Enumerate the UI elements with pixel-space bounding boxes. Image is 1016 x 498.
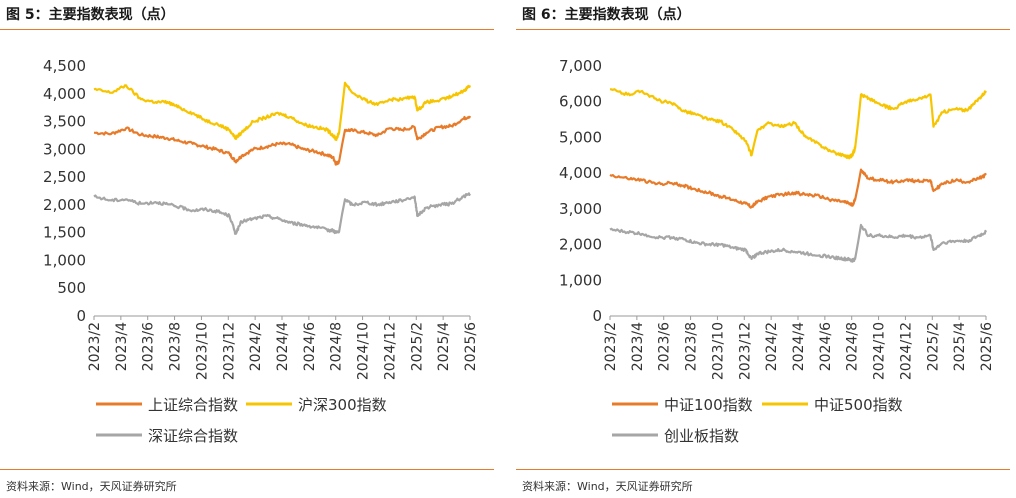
x-tick-label: 2024/10 xyxy=(356,322,372,380)
y-tick-label: 500 xyxy=(57,279,86,297)
x-tick-label: 2023/2 xyxy=(87,322,103,371)
y-tick-label: 1,000 xyxy=(43,251,86,269)
x-tick-label: 2023/6 xyxy=(657,322,673,371)
x-tick-label: 2025/2 xyxy=(409,322,425,371)
x-tick-label: 2025/4 xyxy=(952,322,968,371)
line-chart-svg: 0 1,000 2,000 3,000 4,000 5,000 6,000 7,000 2023… xyxy=(559,57,995,445)
line-chart-svg: 0 500 1,000 1,500 2,000 2,500 3,000 3,500 4,000 4… xyxy=(43,57,479,445)
x-tick-label: 2023/12 xyxy=(221,322,237,380)
x-tick-label: 2024/12 xyxy=(898,322,914,380)
y-tick-label: 3,000 xyxy=(559,200,602,218)
x-tick-label: 2024/4 xyxy=(275,322,291,371)
y-tick-label: 7,000 xyxy=(559,57,602,75)
series-line-1 xyxy=(609,88,987,160)
x-tick-label: 2024/12 xyxy=(382,322,398,380)
legend-label: 沪深300指数 xyxy=(298,396,387,414)
x-tick-label: 2024/10 xyxy=(872,322,888,380)
x-tick-label: 2024/8 xyxy=(845,322,861,371)
y-tick-label: 2,500 xyxy=(43,168,86,186)
y-tick-label: 2,000 xyxy=(559,236,602,254)
x-tick-label: 2023/4 xyxy=(630,322,646,371)
legend-label: 深证综合指数 xyxy=(148,427,238,445)
series-line-0 xyxy=(609,168,987,209)
y-tick-label: 2,000 xyxy=(43,196,86,214)
x-tick-label: 2024/4 xyxy=(791,322,807,371)
x-tick-label: 2023/6 xyxy=(141,322,157,371)
x-tick-label: 2023/2 xyxy=(603,322,619,371)
x-tick-label: 2025/6 xyxy=(979,322,995,371)
y-tick-label: 3,500 xyxy=(43,113,86,131)
chart-panel-left: 图 5：主要指数表现（点） 0 500 1,000 1,500 2,000 2,500 3,… xyxy=(0,0,500,498)
x-tick-label: 2023/4 xyxy=(114,322,130,371)
y-tick-label: 0 xyxy=(76,307,86,325)
legend-label: 中证500指数 xyxy=(814,396,903,414)
y-tick-label: 6,000 xyxy=(559,93,602,111)
source-note: 资料来源：Wind，天风证券研究所 xyxy=(522,480,693,493)
x-tick-label: 2023/10 xyxy=(710,322,726,380)
y-tick-label: 4,000 xyxy=(43,85,86,103)
series-line-2 xyxy=(93,192,471,235)
legend-label: 创业板指数 xyxy=(664,427,739,445)
source-note: 资料来源：Wind，天风证券研究所 xyxy=(6,480,177,493)
y-tick-label: 1,000 xyxy=(559,271,602,289)
series-line-0 xyxy=(93,115,472,166)
x-tick-label: 2024/8 xyxy=(329,322,345,371)
x-tick-label: 2023/8 xyxy=(684,322,700,371)
y-tick-label: 3,000 xyxy=(43,140,86,158)
x-tick-label: 2024/6 xyxy=(818,322,834,371)
chart-title: 图 6：主要指数表现（点） xyxy=(522,7,691,23)
legend-label: 中证100指数 xyxy=(664,396,753,414)
series-line-2 xyxy=(609,223,987,263)
chart-title: 图 5：主要指数表现（点） xyxy=(6,7,175,23)
series-line-1 xyxy=(93,81,472,141)
x-tick-label: 2024/2 xyxy=(764,322,780,371)
chart-panel-right: 图 6：主要指数表现（点） 0 1,000 2,000 3,000 4,000 5,000… xyxy=(516,0,1016,498)
source-rule xyxy=(0,469,494,470)
x-tick-label: 2023/12 xyxy=(737,322,753,380)
y-tick-label: 4,000 xyxy=(559,164,602,182)
x-tick-label: 2025/6 xyxy=(463,322,479,371)
title-rule xyxy=(0,29,494,30)
y-tick-label: 4,500 xyxy=(43,57,86,75)
x-tick-label: 2024/6 xyxy=(302,322,318,371)
x-tick-label: 2024/2 xyxy=(248,322,264,371)
source-rule xyxy=(516,469,1010,470)
legend-label: 上证综合指数 xyxy=(148,396,238,414)
x-tick-label: 2025/2 xyxy=(925,322,941,371)
title-rule xyxy=(516,29,1010,30)
y-tick-label: 1,500 xyxy=(43,224,86,242)
x-tick-label: 2023/10 xyxy=(194,322,210,380)
y-tick-label: 5,000 xyxy=(559,128,602,146)
x-tick-label: 2025/4 xyxy=(436,322,452,371)
y-tick-label: 0 xyxy=(592,307,602,325)
x-tick-label: 2023/8 xyxy=(168,322,184,371)
